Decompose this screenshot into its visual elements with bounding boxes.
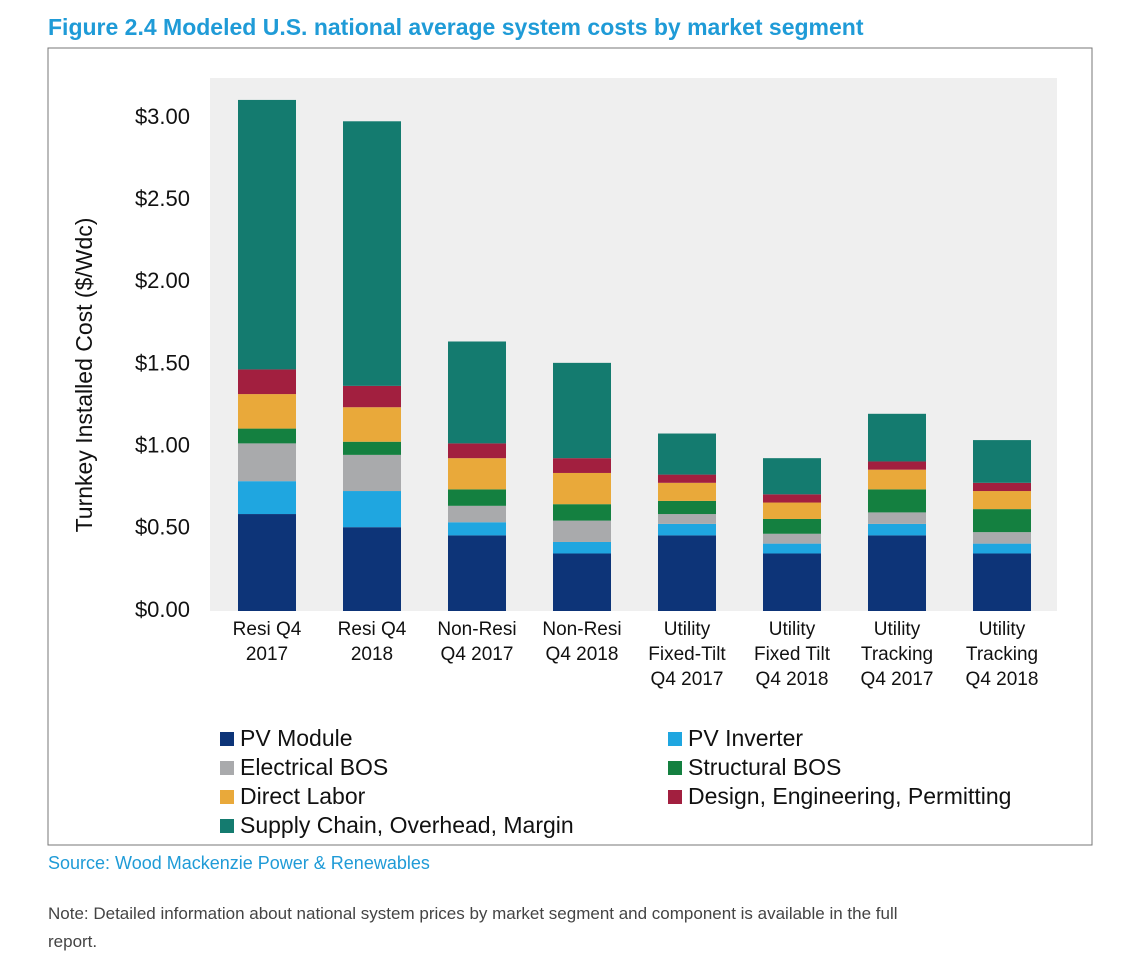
bar-segment <box>763 494 821 503</box>
bar-segment <box>448 535 506 611</box>
bar-segment <box>448 341 506 444</box>
legend-swatch <box>668 732 682 746</box>
bar-segment <box>973 543 1031 554</box>
bar-segment <box>763 543 821 554</box>
bar-segment <box>973 553 1031 611</box>
bar-segment <box>238 428 296 444</box>
legend-swatch <box>668 761 682 775</box>
x-tick-label: Resi Q4 2018 <box>338 619 407 665</box>
x-tick-label: Utility Fixed Tilt Q4 2018 <box>754 619 831 690</box>
bar-segment <box>343 385 401 408</box>
bar-segment <box>238 99 296 370</box>
bar-segment <box>553 458 611 473</box>
frame <box>47 47 1093 846</box>
legend-label: PV Inverter <box>688 725 803 751</box>
bar-segment <box>973 509 1031 533</box>
bar-segment <box>763 518 821 534</box>
note: Note: Detailed information about nationa… <box>48 904 898 951</box>
legend-label: Supply Chain, Overhead, Margin <box>240 812 574 838</box>
bar-segment <box>343 441 401 455</box>
bar-segment <box>553 504 611 521</box>
bar-segment <box>658 474 716 483</box>
legend-swatch <box>220 819 234 833</box>
bar-segment <box>973 440 1031 483</box>
y-tick-label: $0.00 <box>135 597 190 622</box>
bar-segment <box>973 482 1031 492</box>
legend-label: Direct Labor <box>240 783 366 809</box>
bar-segment <box>343 407 401 442</box>
bar-segment <box>553 541 611 554</box>
legend-label: Structural BOS <box>688 754 841 780</box>
chart: Turnkey Installed Cost ($/Wdc) $0.00 $0.5… <box>47 47 1093 846</box>
legend-swatch <box>220 790 234 804</box>
x-tick-label: Utility Tracking Q4 2018 <box>966 619 1039 690</box>
bar-segment <box>238 394 296 429</box>
bar-segment <box>658 535 716 611</box>
bar-segment <box>658 433 716 475</box>
y-tick-label: $1.50 <box>135 350 190 375</box>
bar-segment <box>763 553 821 611</box>
x-tick-label: Utility Tracking Q4 2017 <box>861 619 934 690</box>
y-axis-label: Turnkey Installed Cost ($/Wdc) <box>71 218 97 533</box>
x-tick-label: Non-Resi Q4 2018 <box>542 619 621 665</box>
bar-segment <box>448 443 506 459</box>
bar-segment <box>868 523 926 536</box>
bar-segment <box>973 491 1031 510</box>
y-tick-label: $2.00 <box>135 268 190 293</box>
bar-segment <box>658 482 716 501</box>
bar-segment <box>553 553 611 611</box>
legend-swatch <box>668 790 682 804</box>
source: Source: Wood Mackenzie Power & Renewable… <box>48 853 430 873</box>
bar-segment <box>868 489 926 513</box>
bar-segment <box>238 481 296 515</box>
chart-title: Figure 2.4 Modeled U.S. national average… <box>48 14 864 40</box>
bar-segment <box>238 443 296 482</box>
bar-segment <box>553 520 611 542</box>
bar-segment <box>448 458 506 490</box>
y-tick-label: $1.00 <box>135 432 190 457</box>
x-tick-label: Resi Q4 2017 <box>233 619 302 665</box>
y-tick-label: $3.00 <box>135 104 190 129</box>
bar-segment <box>658 514 716 524</box>
bar-segment <box>658 500 716 515</box>
bar-segment <box>973 532 1031 544</box>
y-tick-label: $2.50 <box>135 186 190 211</box>
legend-swatch <box>220 761 234 775</box>
plot-area <box>210 78 1057 611</box>
legend-label: PV Module <box>240 725 353 751</box>
bar-segment <box>238 369 296 395</box>
y-tick-label: $0.50 <box>135 515 190 540</box>
bar-segment <box>868 413 926 462</box>
x-tick-label: Non-Resi Q4 2017 <box>437 619 516 665</box>
bar-segment <box>553 472 611 505</box>
legend-swatch <box>220 732 234 746</box>
bar-segment <box>868 512 926 524</box>
bar-segment <box>448 505 506 523</box>
bar-segment <box>658 523 716 536</box>
bar-segment <box>763 533 821 544</box>
bar-segment <box>343 527 401 611</box>
bar-segment <box>868 469 926 490</box>
bar-segment <box>763 502 821 519</box>
bar-segment <box>868 461 926 470</box>
legend-label: Electrical BOS <box>240 754 388 780</box>
bar-segment <box>448 522 506 536</box>
bar-segment <box>448 489 506 506</box>
bar-segment <box>553 362 611 459</box>
bar-segment <box>343 491 401 528</box>
legend-label: Design, Engineering, Permitting <box>688 783 1011 809</box>
bar-segment <box>343 454 401 492</box>
x-tick-label: Utility Fixed-Tilt Q4 2017 <box>648 619 726 690</box>
bar-segment <box>763 458 821 495</box>
bar-segment <box>343 121 401 386</box>
bar-segment <box>238 514 296 611</box>
bar-segment <box>868 535 926 611</box>
